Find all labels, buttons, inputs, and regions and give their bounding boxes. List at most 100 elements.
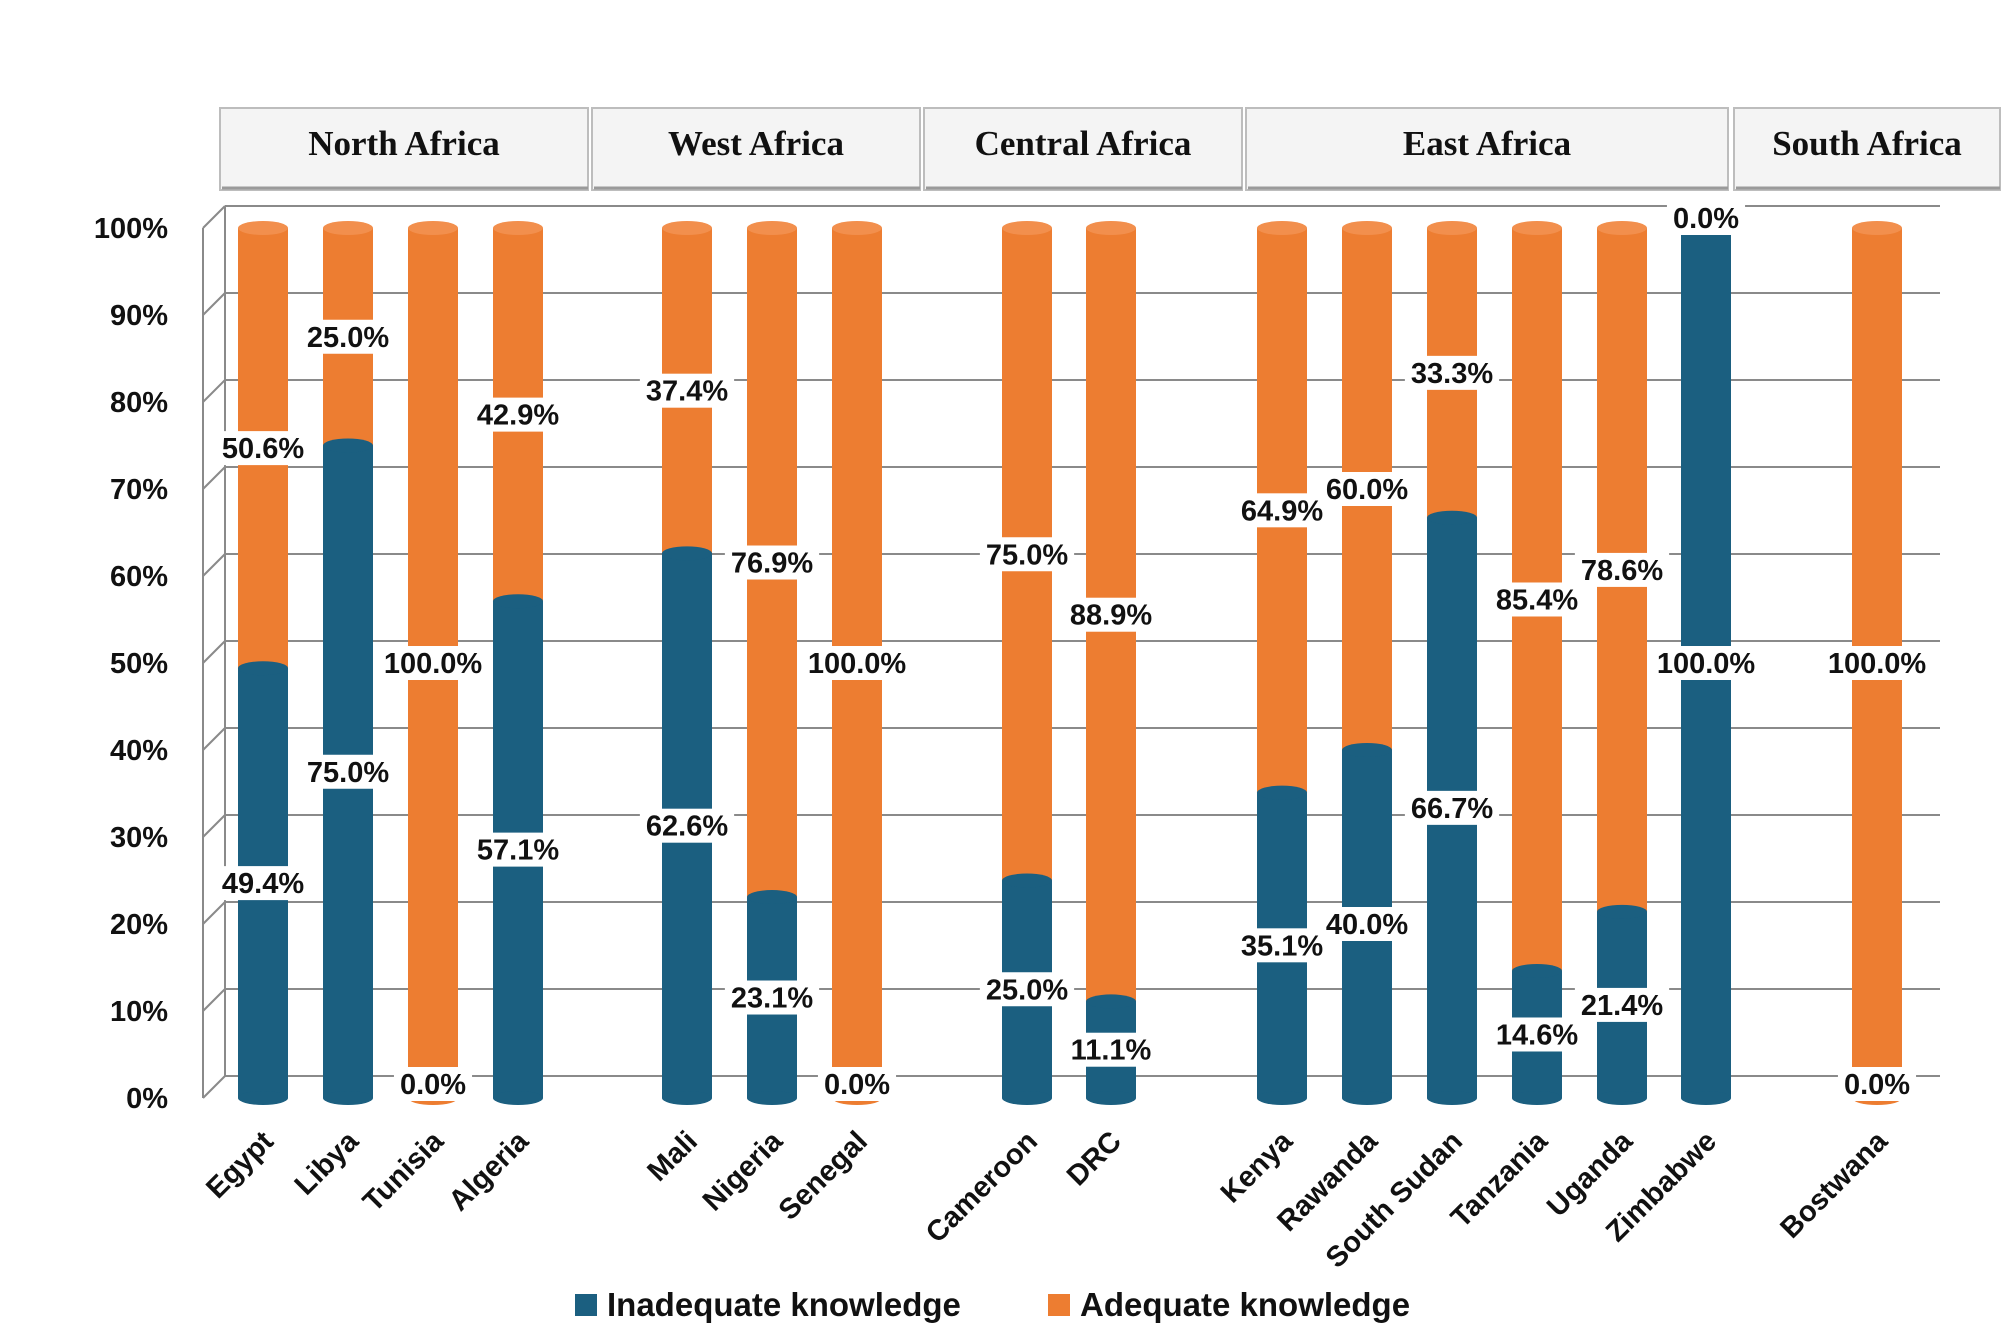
y-tick-label: 30% xyxy=(110,822,168,854)
bar-group-algeria xyxy=(493,221,543,1105)
data-label-text: 50.6% xyxy=(222,433,304,465)
bar-top-cap xyxy=(1086,221,1136,235)
label-bg xyxy=(1234,493,1330,528)
data-label-inadequate: 100.0% xyxy=(1650,646,1762,680)
label-bg xyxy=(1234,928,1330,963)
region-header-central-africa: Central Africa xyxy=(923,107,1243,191)
label-bg xyxy=(1319,907,1415,941)
data-label-inadequate: 75.0% xyxy=(300,754,396,789)
gridline-skew xyxy=(202,901,226,925)
data-label-text: 76.9% xyxy=(731,548,813,580)
data-label-text: 66.7% xyxy=(1411,793,1493,825)
x-tick-label: DRC xyxy=(1061,1125,1128,1192)
label-bg xyxy=(1574,552,1670,587)
label-bg xyxy=(724,545,820,580)
gridline-skew xyxy=(202,553,226,577)
segment-divider xyxy=(323,438,373,453)
bar-base-cap xyxy=(662,1091,712,1105)
segment-divider xyxy=(1597,904,1647,919)
data-label-text: 14.6% xyxy=(1496,1019,1578,1051)
x-tick-label: Kenya xyxy=(1215,1125,1300,1210)
data-label-inadequate: 66.7% xyxy=(1404,790,1500,825)
segment-divider xyxy=(1086,994,1136,1009)
label-bg xyxy=(300,754,396,789)
data-label-text: 0.0% xyxy=(400,1069,466,1101)
data-label-text: 49.4% xyxy=(222,868,304,900)
data-label-text: 25.0% xyxy=(986,974,1068,1006)
label-bg xyxy=(801,646,913,680)
x-tick-label: Libya xyxy=(289,1125,366,1202)
data-label-text: 88.9% xyxy=(1070,600,1152,632)
data-label-adequate: 25.0% xyxy=(300,319,396,354)
segment-divider xyxy=(493,594,543,609)
label-bg xyxy=(1574,987,1670,1022)
region-label: Central Africa xyxy=(975,124,1192,163)
data-label-adequate: 0.0% xyxy=(1666,201,1746,235)
data-label-inadequate: 57.1% xyxy=(470,832,566,867)
region-label: North Africa xyxy=(308,124,499,163)
y-tick-label: 90% xyxy=(110,300,168,332)
gridline-skew xyxy=(202,379,226,403)
data-label-adequate: 60.0% xyxy=(1319,472,1415,506)
bar-base-cap xyxy=(493,1091,543,1105)
bar-top-cap xyxy=(1002,221,1052,235)
data-label-inadequate: 62.6% xyxy=(639,808,735,843)
y-tick-label: 60% xyxy=(110,561,168,593)
data-label-text: 100.0% xyxy=(1828,648,1927,680)
bar-top-cap xyxy=(1257,221,1307,235)
data-label-text: 21.4% xyxy=(1581,990,1663,1022)
data-label-inadequate: 23.1% xyxy=(724,980,820,1015)
bar-group-uganda xyxy=(1597,221,1647,1105)
data-label-text: 75.0% xyxy=(307,757,389,789)
data-label-text: 85.4% xyxy=(1496,584,1578,616)
data-label-inadequate: 21.4% xyxy=(1574,987,1670,1022)
data-label-text: 60.0% xyxy=(1326,474,1408,506)
y-tick-label: 80% xyxy=(110,387,168,419)
bar-top-cap xyxy=(1512,221,1562,235)
label-bg xyxy=(1063,597,1159,632)
label-bg xyxy=(215,866,311,901)
y-tick-label: 0% xyxy=(126,1083,168,1115)
data-label-text: 33.3% xyxy=(1411,358,1493,390)
segment-divider xyxy=(747,890,797,905)
data-label-text: 78.6% xyxy=(1581,555,1663,587)
x-tick-label: Bostwana xyxy=(1774,1125,1894,1245)
bar-top-cap xyxy=(1342,221,1392,235)
data-label-adequate: 100.0% xyxy=(801,646,913,680)
bar-base-cap xyxy=(1257,1091,1307,1105)
legend-swatch xyxy=(575,1294,597,1316)
bar-group-drc xyxy=(1086,221,1136,1105)
x-tick-label: Egypt xyxy=(200,1125,280,1205)
bar-base-cap xyxy=(747,1091,797,1105)
bar-top-cap xyxy=(1597,221,1647,235)
gridline-skew xyxy=(202,205,226,229)
gridline-skew xyxy=(202,1075,226,1099)
segment-divider xyxy=(1427,510,1477,525)
data-label-text: 75.0% xyxy=(986,539,1068,571)
label-bg xyxy=(979,537,1075,572)
data-label-inadequate: 0.0% xyxy=(393,1067,473,1101)
segment-divider xyxy=(662,546,712,561)
legend-label: Inadequate knowledge xyxy=(607,1286,961,1323)
data-label-inadequate: 49.4% xyxy=(215,866,311,901)
label-bg xyxy=(1319,472,1415,506)
y-tick-label: 10% xyxy=(110,996,168,1028)
x-tick-label: Algeria xyxy=(443,1125,536,1218)
label-bg xyxy=(1489,1017,1585,1052)
x-tick-label: Tunisia xyxy=(357,1125,451,1219)
legend-label: Adequate knowledge xyxy=(1080,1286,1410,1323)
label-bg xyxy=(1837,1067,1917,1101)
segment-divider xyxy=(1512,963,1562,978)
label-bg xyxy=(1821,646,1933,680)
data-label-adequate: 85.4% xyxy=(1489,582,1585,617)
label-bg xyxy=(1489,582,1585,617)
data-label-text: 23.1% xyxy=(731,983,813,1015)
region-header-south-africa: South Africa xyxy=(1733,107,2001,191)
bar-top-cap xyxy=(747,221,797,235)
data-label-inadequate: 14.6% xyxy=(1489,1017,1585,1052)
bar-base-cap xyxy=(1427,1091,1477,1105)
region-header-north-africa: North Africa xyxy=(219,107,589,191)
region-label: West Africa xyxy=(668,124,844,163)
data-label-text: 35.1% xyxy=(1241,930,1323,962)
